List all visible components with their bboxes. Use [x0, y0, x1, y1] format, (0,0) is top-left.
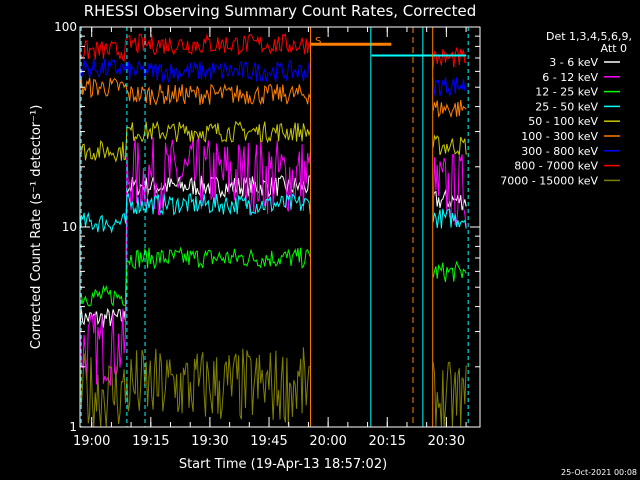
legend-attenuator: Att 0	[601, 42, 627, 55]
legend-entry-4: 25 - 50 keV	[535, 100, 598, 113]
x-tick-label: 20:00	[309, 434, 346, 449]
series-line-8	[79, 32, 467, 69]
x-tick-label: 19:45	[250, 434, 287, 449]
interval-markers	[80, 27, 469, 427]
data-layer	[79, 32, 467, 427]
legend-entry-8: 800 - 7000 keV	[514, 160, 598, 173]
x-axis-label: Start Time (19-Apr-13 18:57:02)	[179, 457, 387, 472]
axes: 1 10 100 19:00 19:15 19:30 19:45 20:00 20:15 20:3…	[54, 20, 480, 449]
series-line-4	[79, 192, 467, 234]
y-tick-label: 100	[54, 20, 77, 34]
series-line-6	[79, 77, 467, 119]
series-line-9	[79, 347, 467, 427]
y-tick-label: 1	[69, 420, 77, 434]
series-line-2	[79, 137, 467, 386]
legend-entry-2: 6 - 12 keV	[542, 71, 598, 84]
legend-entry-5: 50 - 100 keV	[528, 115, 598, 128]
x-tick-label: 19:30	[191, 434, 228, 449]
legend-entry-6: 100 - 300 keV	[521, 130, 598, 143]
x-tick-label: 20:30	[428, 434, 465, 449]
footer-date: 25-Oct-2021 00:08	[561, 468, 637, 477]
y-axis-label: Corrected Count Rate (s⁻¹ detector⁻¹)	[29, 105, 44, 350]
x-tick-label: 19:15	[132, 434, 169, 449]
y-tick-label: 10	[62, 220, 77, 234]
series-line-7	[79, 58, 467, 98]
x-tick-label: 19:00	[73, 434, 110, 449]
chart-title: RHESSI Observing Summary Count Rates, Co…	[84, 2, 477, 20]
legend-entry-7: 300 - 800 keV	[521, 145, 598, 158]
legend-entry-1: 3 - 6 keV	[549, 56, 598, 69]
x-tick-label: 20:15	[369, 434, 406, 449]
annotation-s: S	[315, 36, 321, 47]
legend-detectors: Det 1,3,4,5,6,9,	[546, 30, 632, 43]
series-line-3	[79, 246, 467, 307]
legend-entry-3: 12 - 25 keV	[535, 86, 598, 99]
legend-entry-9: 7000 - 15000 keV	[500, 174, 598, 187]
series-line-5	[79, 120, 467, 163]
